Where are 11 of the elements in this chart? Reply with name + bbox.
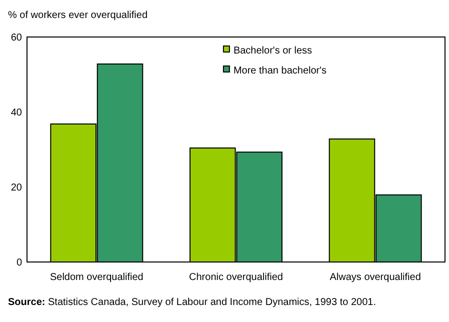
source-note: Source: Statistics Canada, Survey of Labour and Income Dynamics, 1993 to 2001. bbox=[8, 297, 376, 308]
y-tick-label: 40 bbox=[10, 108, 22, 118]
x-tick-label: Chronic overqualified bbox=[189, 272, 283, 283]
y-tick-label: 60 bbox=[10, 32, 22, 44]
legend-label: More than bachelor's bbox=[233, 66, 327, 76]
y-axis-title: % of workers ever overqualified bbox=[8, 10, 148, 21]
y-tick-label: 20 bbox=[10, 182, 22, 194]
y-tick-label: 0 bbox=[16, 258, 22, 268]
x-tick-label: Seldom overqualified bbox=[50, 272, 144, 283]
x-tick-label: Always overqualified bbox=[330, 272, 421, 283]
legend-label: Bachelor's or less bbox=[233, 46, 312, 56]
